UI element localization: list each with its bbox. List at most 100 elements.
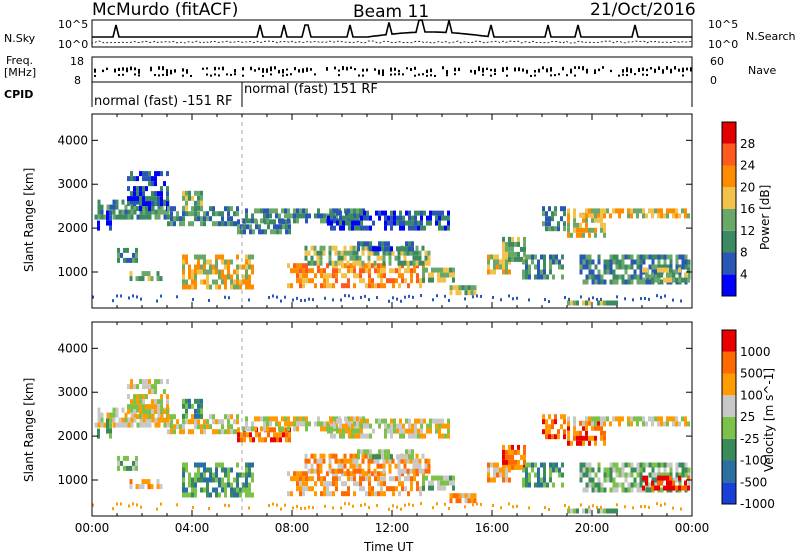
echo-cell (502, 472, 505, 478)
echo-cell (194, 472, 197, 478)
echo-cell (94, 422, 98, 428)
speckle (588, 297, 590, 301)
echo-cell (636, 254, 640, 260)
echo-cell (279, 437, 282, 443)
echo-cell (194, 482, 197, 488)
echo-cell (323, 218, 326, 224)
echo-cell (410, 273, 413, 279)
echo-cell (585, 222, 588, 228)
nave-mark (182, 74, 184, 77)
echo-cell (407, 476, 410, 482)
echo-cell (405, 418, 408, 424)
power-colorbar-swatch (722, 230, 736, 253)
speckle (492, 295, 494, 299)
echo-cell (160, 171, 163, 177)
echo-cell (542, 419, 545, 425)
echo-cell (557, 429, 560, 435)
echo-cell (639, 472, 643, 478)
echo-cell (552, 254, 555, 260)
echo-cell (317, 416, 320, 422)
echo-cell (258, 224, 261, 230)
echo-cell (639, 254, 643, 260)
speckle (352, 504, 354, 508)
echo-cell (440, 485, 443, 491)
echo-cell (197, 216, 200, 222)
echo-cell (353, 213, 356, 219)
echo-cell (337, 458, 341, 464)
echo-cell (357, 246, 360, 252)
echo-cell (200, 190, 203, 196)
echo-cell (441, 418, 444, 424)
echo-cell (233, 211, 236, 217)
echo-cell (675, 421, 678, 427)
freq-mark (266, 68, 268, 73)
echo-cell (412, 458, 416, 464)
nave-mark (682, 74, 684, 77)
echo-cell (296, 486, 299, 492)
echo-cell (182, 269, 185, 275)
echo-cell (167, 221, 170, 227)
echo-cell (408, 454, 411, 460)
echo-cell (455, 493, 459, 499)
speckle (344, 294, 346, 298)
echo-cell (160, 394, 163, 400)
echo-cell (335, 268, 338, 274)
echo-cell (326, 471, 329, 477)
echo-cell (360, 433, 363, 439)
echo-cell (243, 437, 246, 443)
echo-cell (245, 477, 248, 483)
echo-cell (585, 508, 588, 514)
echo-cell (551, 424, 554, 430)
echo-cell (597, 274, 601, 280)
echo-cell (355, 260, 359, 266)
echo-cell (103, 214, 107, 220)
echo-cell (239, 279, 242, 285)
echo-cell (157, 214, 161, 220)
echo-cell (387, 215, 390, 221)
echo-cell (410, 476, 413, 482)
echo-cell (215, 279, 218, 285)
echo-cell (588, 259, 592, 265)
freq-mark (338, 69, 340, 72)
echo-cell (371, 278, 374, 284)
speckle (500, 506, 502, 510)
echo-cell (576, 222, 579, 228)
echo-cell (636, 208, 639, 214)
echo-cell (540, 274, 543, 280)
echo-cell (154, 384, 157, 390)
nave-mark (122, 73, 124, 76)
echo-cell (645, 267, 648, 273)
echo-cell (579, 440, 582, 446)
echo-cell (630, 274, 634, 280)
x-tick-label: 20:00 (575, 521, 610, 535)
echo-cell (597, 217, 600, 223)
echo-cell (163, 209, 167, 215)
echo-cell (681, 264, 685, 270)
echo-cell (293, 476, 296, 482)
echo-cell (227, 211, 230, 217)
freq-mark (158, 66, 160, 70)
echo-cell (381, 418, 384, 424)
velocity-colorbar-tick: 100 (740, 388, 763, 402)
echo-cell (139, 206, 142, 212)
echo-cell (248, 467, 251, 473)
echo-cell (398, 268, 401, 274)
echo-cell (142, 404, 145, 410)
echo-cell (124, 412, 128, 418)
speckle (640, 297, 642, 301)
echo-cell (197, 424, 200, 430)
echo-cell (684, 208, 687, 214)
echo-cell (167, 429, 170, 435)
echo-cell (426, 423, 429, 429)
echo-cell (329, 481, 332, 487)
echo-cell (221, 279, 224, 285)
echo-cell (394, 463, 398, 469)
echo-cell (597, 482, 601, 488)
echo-cell (307, 468, 311, 474)
velocity-ylabel: Slant Range [km] (22, 377, 36, 482)
echo-cell (444, 225, 447, 231)
echo-cell (570, 440, 573, 446)
echo-cell (528, 264, 531, 270)
echo-cell (139, 379, 142, 385)
echo-cell (215, 259, 218, 265)
